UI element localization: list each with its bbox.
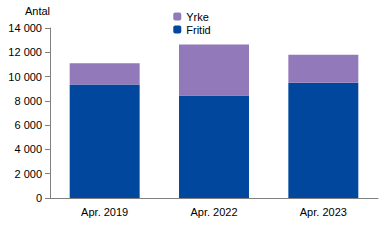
svg-text:Apr. 2019: Apr. 2019 <box>81 206 128 218</box>
svg-text:Antal: Antal <box>25 5 50 17</box>
svg-text:6 000: 6 000 <box>14 119 42 131</box>
svg-text:Fritid: Fritid <box>186 24 210 36</box>
svg-text:8 000: 8 000 <box>14 95 42 107</box>
svg-text:0: 0 <box>36 192 42 204</box>
svg-text:4 000: 4 000 <box>14 143 42 155</box>
svg-text:14 000: 14 000 <box>8 22 42 34</box>
svg-text:Apr. 2023: Apr. 2023 <box>300 206 347 218</box>
svg-text:Yrke: Yrke <box>186 11 209 23</box>
svg-text:Apr. 2022: Apr. 2022 <box>190 206 237 218</box>
svg-text:12 000: 12 000 <box>8 46 42 58</box>
svg-text:10 000: 10 000 <box>8 71 42 83</box>
svg-text:2 000: 2 000 <box>14 168 42 180</box>
